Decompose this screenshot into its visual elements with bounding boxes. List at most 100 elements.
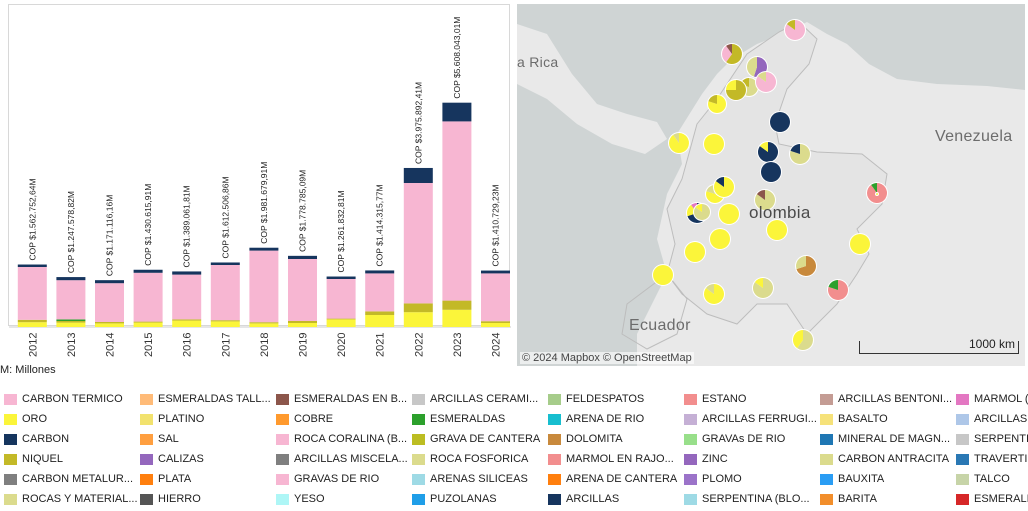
bar-segment-carbon-2022[interactable] xyxy=(403,167,433,183)
bar-segment-oro-2021[interactable] xyxy=(365,315,395,327)
bar-segment-carbon-2021[interactable] xyxy=(365,270,395,274)
bar-segment-oro-2015[interactable] xyxy=(133,322,163,327)
bar-segment-carbon-termico-2021[interactable] xyxy=(365,273,395,312)
bar-segment-carbon-termico-2020[interactable] xyxy=(326,279,356,319)
bar-segment-carbon-2018[interactable] xyxy=(249,247,279,251)
pie-marker[interactable] xyxy=(709,228,731,250)
legend-label: ROCAS Y MATERIAL... xyxy=(22,493,138,505)
pie-marker[interactable] xyxy=(760,161,782,183)
bar-segment-oro-2013[interactable] xyxy=(56,322,86,327)
bar-segment-carbon-2020[interactable] xyxy=(326,276,356,279)
pie-marker[interactable] xyxy=(718,203,740,225)
production-map[interactable]: a Rica Venezuela olombia Ecuador © 2024 … xyxy=(517,4,1025,366)
pie-marker[interactable] xyxy=(703,133,725,155)
pie-slice xyxy=(710,229,730,249)
pie-marker[interactable] xyxy=(755,71,777,93)
pie-marker[interactable] xyxy=(769,111,791,133)
legend-swatch xyxy=(684,394,697,405)
legend-swatch xyxy=(684,474,697,485)
bar-segment-carbon-2024[interactable] xyxy=(481,270,510,274)
pie-marker[interactable] xyxy=(757,141,779,163)
bar-segment-oro-2012[interactable] xyxy=(17,322,47,327)
bar-segment-carbon-2013[interactable] xyxy=(56,277,86,281)
bar-segment-niquel-2016[interactable] xyxy=(172,319,202,321)
pie-marker[interactable] xyxy=(795,255,817,277)
bar-segment-carbon-2019[interactable] xyxy=(288,255,317,259)
bar-segment-niquel-2020[interactable] xyxy=(326,318,356,320)
bar-segment-carbon-termico-2019[interactable] xyxy=(288,259,317,321)
bar-segment-carbon-termico-2018[interactable] xyxy=(249,250,279,323)
pie-marker[interactable] xyxy=(684,241,706,263)
x-tick-label-2014: 2014 xyxy=(105,333,117,357)
bar-segment-niquel-2022[interactable] xyxy=(403,303,433,313)
bar-segment-carbon-termico-2022[interactable] xyxy=(403,183,433,304)
map-attribution[interactable]: © 2024 Mapbox © OpenStreetMap xyxy=(520,352,694,364)
bar-segment-carbon-2023[interactable] xyxy=(442,102,472,122)
legend-swatch xyxy=(412,474,425,485)
legend-swatch xyxy=(956,414,969,425)
bar-segment-niquel-2024[interactable] xyxy=(481,321,510,323)
legend-label: PLOMO xyxy=(702,473,742,485)
pie-marker[interactable] xyxy=(784,19,806,41)
bar-segment-oro-2017[interactable] xyxy=(210,321,240,327)
pie-slice xyxy=(722,45,732,63)
bar-segment-oro-2024[interactable] xyxy=(481,323,510,327)
bar-segment-niquel-2013[interactable] xyxy=(56,321,86,323)
bar-segment-carbon-2014[interactable] xyxy=(95,280,124,284)
pie-slice xyxy=(871,183,877,193)
bar-segment-carbon-2016[interactable] xyxy=(172,271,202,275)
pie-marker[interactable] xyxy=(725,79,747,101)
bar-segment-oro-2023[interactable] xyxy=(442,309,472,327)
pie-marker[interactable] xyxy=(849,233,871,255)
pie-marker[interactable] xyxy=(652,264,674,286)
pie-marker[interactable] xyxy=(713,176,735,198)
bar-segment-esmeraldas-2013[interactable] xyxy=(56,319,86,321)
bar-segment-carbon-2012[interactable] xyxy=(17,264,47,267)
legend-swatch xyxy=(412,494,425,505)
bar-segment-carbon-2017[interactable] xyxy=(210,262,240,265)
bar-segment-oro-2014[interactable] xyxy=(95,323,124,327)
pie-marker[interactable] xyxy=(703,283,725,305)
legend-swatch xyxy=(820,414,833,425)
bar-segment-oro-2016[interactable] xyxy=(172,320,202,327)
bar-segment-carbon-termico-2016[interactable] xyxy=(172,274,202,320)
legend-label: CARBON ANTRACITA xyxy=(838,453,950,465)
bar-segment-carbon-termico-2015[interactable] xyxy=(133,272,163,322)
pie-marker[interactable] xyxy=(766,219,788,241)
legend-label: BARITA xyxy=(838,493,877,505)
bar-segment-carbon-termico-2017[interactable] xyxy=(210,265,240,321)
bar-segment-niquel-2017[interactable] xyxy=(210,320,240,322)
bar-segment-niquel-2021[interactable] xyxy=(365,311,395,315)
pie-marker[interactable] xyxy=(875,192,879,196)
bar-segment-carbon-termico-2014[interactable] xyxy=(95,283,124,322)
bar-segment-niquel-2012[interactable] xyxy=(17,319,47,323)
total-label-2020: COP $1.261.832,81M xyxy=(336,190,346,272)
pie-marker[interactable] xyxy=(721,43,743,65)
pie-marker[interactable] xyxy=(827,279,849,301)
bar-segment-niquel-2018[interactable] xyxy=(249,322,279,324)
legend-swatch xyxy=(820,394,833,405)
bar-segment-niquel-2014[interactable] xyxy=(95,322,124,324)
pie-marker[interactable] xyxy=(754,189,776,211)
pie-marker[interactable] xyxy=(792,329,814,351)
pie-marker[interactable] xyxy=(707,94,727,114)
pie-marker[interactable] xyxy=(752,277,774,299)
bar-segment-niquel-2023[interactable] xyxy=(442,300,472,310)
bar-segment-carbon-termico-2024[interactable] xyxy=(481,273,510,322)
pie-marker[interactable] xyxy=(789,143,811,165)
bar-segment-carbon-2015[interactable] xyxy=(133,269,163,273)
bar-segment-niquel-2015[interactable] xyxy=(133,321,163,323)
pie-marker[interactable] xyxy=(668,132,690,154)
bar-segment-oro-2019[interactable] xyxy=(288,323,317,327)
bar-segment-oro-2022[interactable] xyxy=(403,312,433,327)
total-label-2013: COP $1.247.578,82M xyxy=(66,191,76,273)
bar-segment-oro-2020[interactable] xyxy=(326,319,356,327)
bar-segment-carbon-termico-2023[interactable] xyxy=(442,121,472,301)
pie-marker[interactable] xyxy=(693,203,711,221)
x-tick-label-2018: 2018 xyxy=(259,333,271,357)
map-canvas[interactable] xyxy=(517,4,1025,366)
bar-segment-oro-2018[interactable] xyxy=(249,323,279,327)
bar-segment-carbon-termico-2013[interactable] xyxy=(56,280,86,320)
bar-segment-carbon-termico-2012[interactable] xyxy=(17,267,47,320)
bar-segment-niquel-2019[interactable] xyxy=(288,321,317,323)
